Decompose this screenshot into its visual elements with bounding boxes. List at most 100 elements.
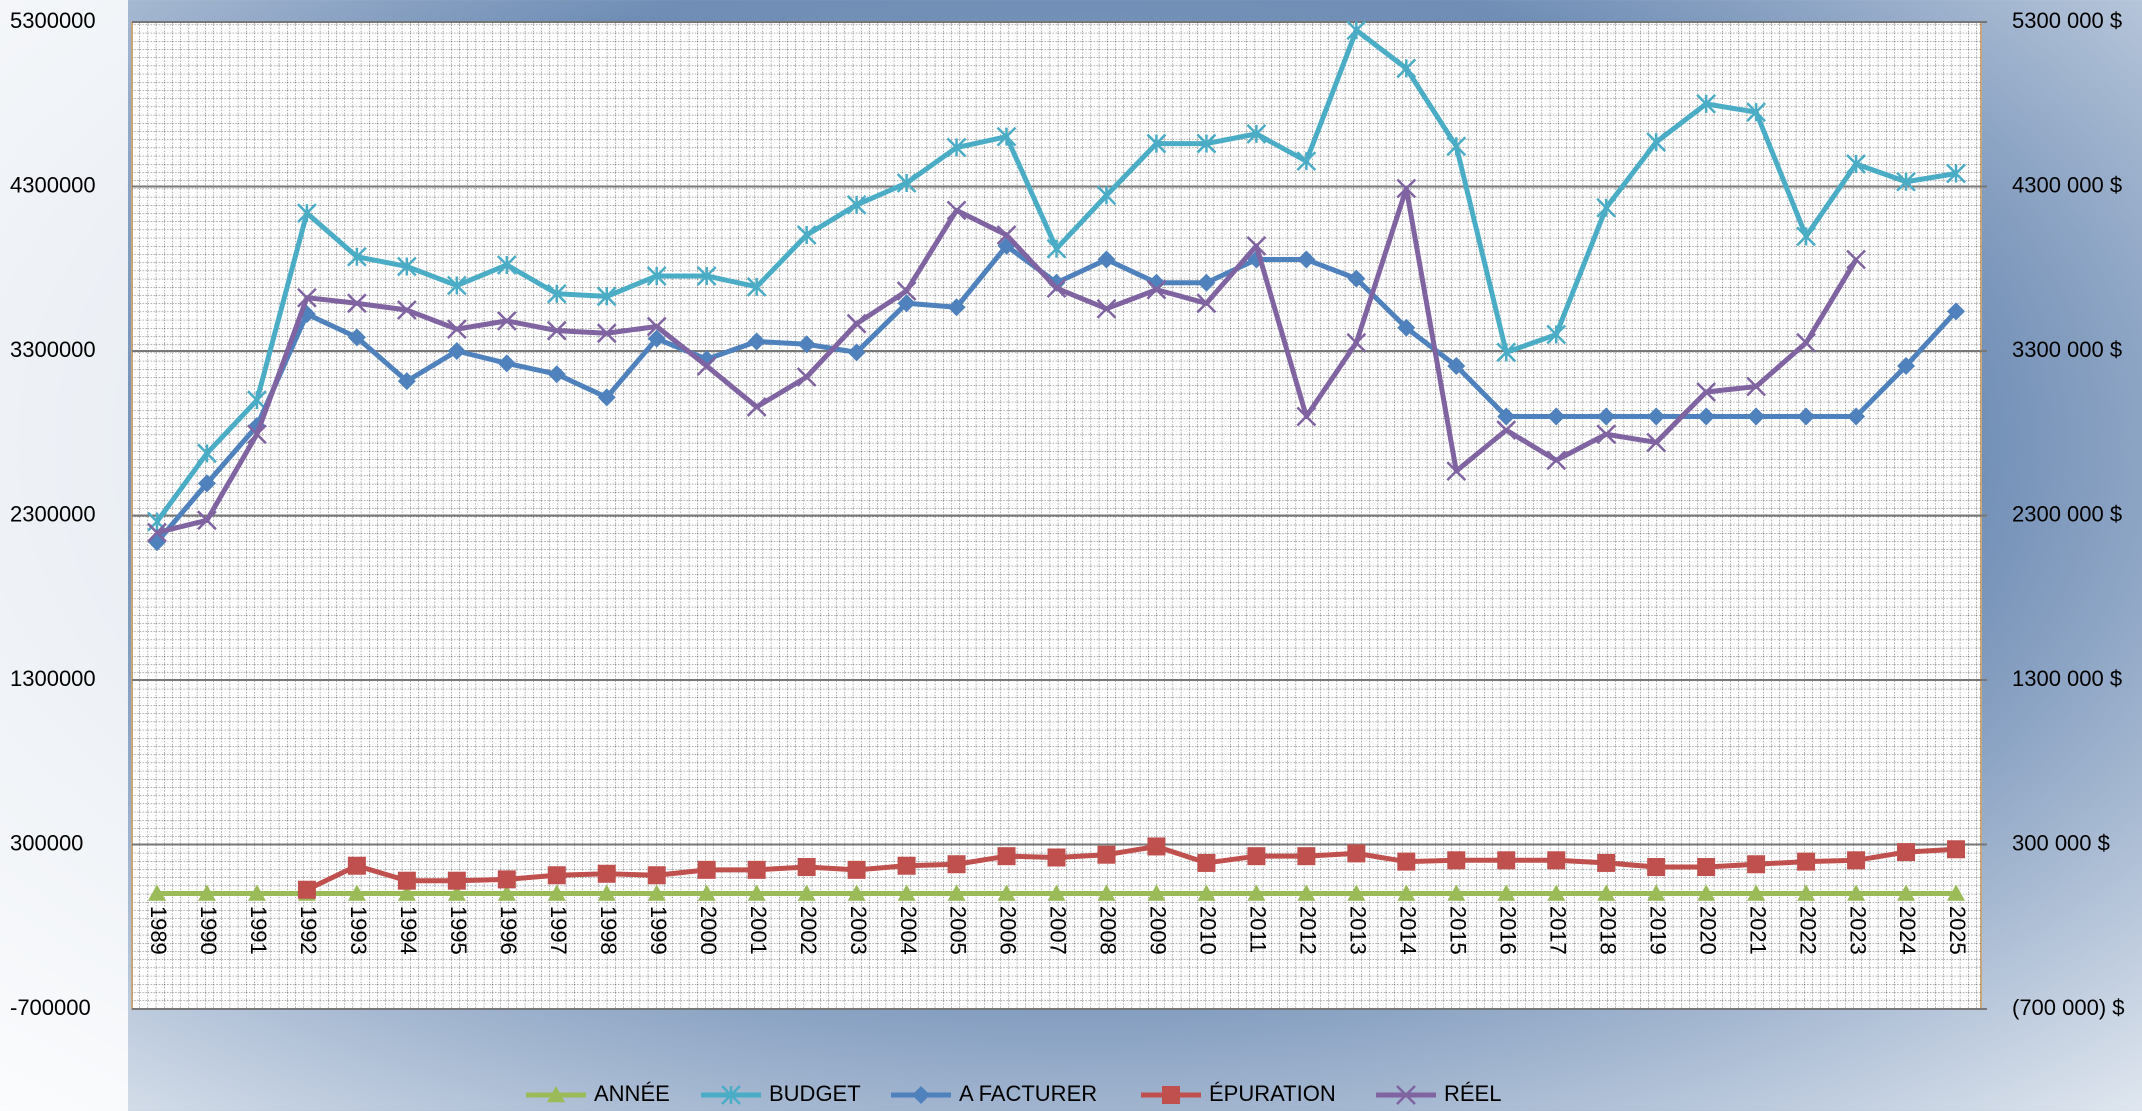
marker xyxy=(896,173,917,193)
series xyxy=(147,20,1966,901)
marker xyxy=(1897,356,1916,375)
y2-tick-label: 4300 000 $ xyxy=(2012,172,2122,197)
marker xyxy=(1747,407,1766,426)
y-tick-label: 4300000 xyxy=(10,172,96,197)
marker xyxy=(1197,884,1216,901)
marker xyxy=(647,329,666,348)
marker xyxy=(696,266,717,286)
marker xyxy=(547,1086,565,1103)
marker xyxy=(1097,250,1116,269)
marker xyxy=(197,510,217,531)
marker xyxy=(1347,269,1366,288)
marker xyxy=(197,884,216,901)
marker xyxy=(497,884,516,901)
marker xyxy=(596,286,617,307)
legend-label: RÉEL xyxy=(1444,1081,1501,1106)
marker xyxy=(496,311,517,331)
marker xyxy=(247,884,266,901)
x-tick-label: 2010 xyxy=(1196,906,1221,955)
legend[interactable]: ANNÉE BUDGET A FACTURER ÉPURATION RÉEL xyxy=(526,1081,1501,1106)
marker xyxy=(1246,236,1267,256)
y-tick-label: 5300000 xyxy=(10,8,96,33)
marker xyxy=(697,860,716,879)
marker xyxy=(847,884,866,901)
marker xyxy=(697,884,716,901)
x-tick-label: 1989 xyxy=(146,906,171,955)
marker xyxy=(1347,844,1366,863)
marker xyxy=(897,884,916,901)
x-tick-label: 2009 xyxy=(1146,906,1171,955)
marker xyxy=(1047,884,1066,901)
marker xyxy=(1897,884,1916,901)
marker xyxy=(1947,840,1966,859)
marker xyxy=(1497,884,1516,901)
marker xyxy=(1796,332,1816,353)
marker xyxy=(947,884,966,901)
marker xyxy=(1696,94,1717,114)
x-tick-label: 2004 xyxy=(896,906,921,955)
marker xyxy=(1597,407,1616,426)
marker xyxy=(396,256,417,277)
marker xyxy=(997,884,1016,901)
marker xyxy=(346,246,367,267)
marker xyxy=(396,300,417,320)
x-tick-label: 2005 xyxy=(946,906,971,955)
marker xyxy=(1397,318,1416,337)
marker xyxy=(1746,376,1767,397)
x-tick-label: 2020 xyxy=(1695,906,1720,955)
marker xyxy=(1397,852,1416,871)
marker xyxy=(647,884,666,901)
marker xyxy=(197,443,217,464)
marker xyxy=(897,856,916,875)
x-tick-label: 2025 xyxy=(1945,906,1970,955)
x-tick-label: 1994 xyxy=(396,906,421,955)
x-tick-label: 1993 xyxy=(346,906,371,955)
marker xyxy=(1496,420,1517,441)
marker xyxy=(1497,851,1516,870)
marker xyxy=(696,356,717,376)
y2-tick-label: 3300 000 $ xyxy=(2012,337,2122,362)
marker xyxy=(446,319,467,340)
marker xyxy=(347,884,366,901)
marker xyxy=(846,313,867,334)
marker xyxy=(721,1085,741,1105)
marker xyxy=(747,860,766,879)
marker xyxy=(547,866,566,885)
marker xyxy=(1447,851,1466,870)
marker xyxy=(347,856,366,875)
y-tick-label: -700000 xyxy=(10,995,91,1020)
marker xyxy=(1646,132,1667,152)
marker xyxy=(1947,302,1966,321)
marker xyxy=(1297,884,1316,901)
marker xyxy=(597,864,616,883)
marker xyxy=(547,884,566,901)
x-tick-label: 2006 xyxy=(996,906,1021,955)
x-tick-label: 1995 xyxy=(446,906,471,955)
marker xyxy=(597,388,616,407)
marker xyxy=(1547,884,1566,901)
x-tick-label: 2015 xyxy=(1445,906,1470,955)
marker xyxy=(646,266,667,286)
left-axis-area xyxy=(0,0,128,1111)
marker xyxy=(1397,884,1416,901)
marker xyxy=(597,884,616,901)
marker xyxy=(147,522,167,543)
x-tick-label: 1996 xyxy=(496,906,521,955)
x-tick-label: 2022 xyxy=(1795,906,1820,955)
marker xyxy=(846,195,867,215)
marker xyxy=(397,884,416,901)
marker xyxy=(746,276,767,297)
marker xyxy=(1197,273,1216,292)
marker xyxy=(1297,250,1316,269)
x-tick-label: 2021 xyxy=(1745,906,1770,955)
marker xyxy=(1696,382,1717,402)
marker xyxy=(1197,853,1216,872)
marker xyxy=(297,880,316,899)
marker xyxy=(1697,884,1716,901)
x-tick-label: 2002 xyxy=(796,906,821,955)
marker xyxy=(1296,151,1317,172)
x-tick-label: 2014 xyxy=(1395,906,1420,955)
marker xyxy=(1596,197,1617,218)
marker xyxy=(1396,58,1417,79)
x-tick-label: 2016 xyxy=(1495,906,1520,955)
